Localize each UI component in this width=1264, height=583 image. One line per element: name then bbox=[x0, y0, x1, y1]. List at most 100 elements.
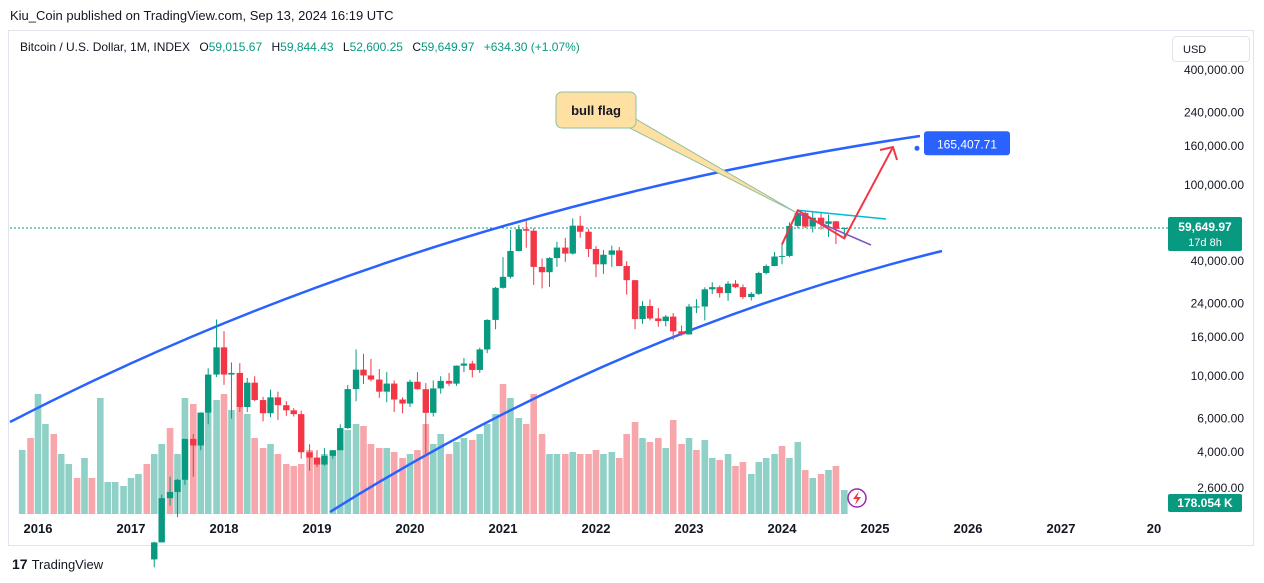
volume-bar bbox=[553, 454, 561, 514]
drawings: bull flag 165,407.71 bbox=[555, 91, 1010, 508]
candle-body bbox=[755, 273, 762, 294]
candle-body bbox=[802, 213, 809, 227]
candle-body bbox=[832, 221, 840, 229]
volume-bar bbox=[18, 450, 26, 514]
volume-bar bbox=[81, 458, 88, 514]
candle-body bbox=[236, 372, 244, 407]
price-tick-label: 24,000.00 bbox=[1191, 297, 1245, 311]
brand-name: TradingView bbox=[31, 557, 104, 572]
tradingview-footer[interactable]: 17 TradingView bbox=[12, 556, 103, 572]
candle-body bbox=[430, 388, 437, 413]
candle-body bbox=[538, 266, 546, 273]
candle-body bbox=[174, 479, 181, 492]
volume-bar bbox=[522, 424, 530, 514]
time-tick-label: 2025 bbox=[861, 521, 890, 536]
candle-body bbox=[724, 283, 732, 294]
candle-body bbox=[399, 399, 406, 404]
volume-bar bbox=[562, 454, 569, 514]
candle-body bbox=[220, 347, 228, 375]
channel-upper-line[interactable] bbox=[9, 134, 921, 424]
candle-body bbox=[445, 380, 453, 384]
price-tick-label: 400,000.00 bbox=[1184, 63, 1244, 77]
volume-bar bbox=[57, 454, 65, 514]
volume-bar bbox=[228, 410, 235, 514]
candle-body bbox=[313, 457, 321, 465]
time-tick-label: 2021 bbox=[489, 521, 518, 536]
volume-bar bbox=[73, 478, 81, 514]
volume-bar bbox=[274, 454, 282, 514]
volume-bar bbox=[515, 418, 523, 514]
volume-bar bbox=[213, 400, 220, 514]
volume-bar bbox=[476, 434, 484, 514]
candle-body bbox=[576, 225, 584, 232]
volume-bar bbox=[422, 424, 430, 514]
candle-body bbox=[585, 231, 592, 249]
candle-body bbox=[259, 400, 267, 414]
candle-body bbox=[569, 225, 576, 254]
candle-body bbox=[592, 248, 600, 265]
volume-bar bbox=[34, 394, 42, 514]
candle-body bbox=[639, 305, 646, 320]
candle-body bbox=[422, 389, 430, 413]
time-tick-label: 2027 bbox=[1047, 521, 1076, 536]
open-value: 59,015.67 bbox=[208, 40, 263, 54]
volume-bar bbox=[646, 442, 654, 514]
flag-top-line[interactable] bbox=[797, 209, 887, 220]
volume-bar bbox=[546, 454, 553, 514]
candle-body bbox=[329, 450, 337, 456]
candle-body bbox=[530, 230, 537, 267]
lightning-icon bbox=[853, 491, 861, 505]
volume-bar bbox=[507, 398, 514, 514]
volume-bar bbox=[166, 428, 174, 514]
candle-body bbox=[344, 389, 351, 429]
volume-bar bbox=[739, 462, 747, 514]
candle-body bbox=[437, 380, 444, 389]
volume-bar bbox=[724, 454, 732, 514]
projection-arrow[interactable] bbox=[781, 146, 894, 245]
volume-bar bbox=[251, 438, 258, 514]
volume-bar bbox=[453, 442, 460, 514]
volume-value-text: 178.054 K bbox=[1177, 496, 1233, 510]
bull-flag-callout[interactable] bbox=[555, 91, 637, 129]
chart-frame bbox=[8, 30, 1254, 546]
time-tick-label: 2022 bbox=[582, 521, 611, 536]
time-tick-label: 2020 bbox=[396, 521, 425, 536]
price-tick-label: 4,000.00 bbox=[1197, 445, 1244, 459]
candle-body bbox=[414, 381, 421, 390]
symbol-name: Bitcoin / U.S. Dollar, 1M, INDEX bbox=[20, 40, 191, 54]
price-tick-label: 10,000.00 bbox=[1191, 369, 1245, 383]
volume-bar bbox=[429, 444, 437, 514]
candle-body bbox=[406, 381, 414, 404]
volume-bar bbox=[306, 450, 313, 514]
channel-lower-line[interactable] bbox=[329, 249, 943, 514]
volume-bar bbox=[236, 404, 244, 514]
volume-bar bbox=[344, 430, 351, 514]
volume-bar bbox=[27, 438, 34, 514]
volume-bar bbox=[662, 448, 670, 514]
volume-bar bbox=[716, 460, 723, 514]
volume-bar bbox=[243, 414, 251, 514]
candle-body bbox=[817, 217, 825, 224]
volume-bar bbox=[832, 466, 840, 514]
volume-bar bbox=[259, 448, 267, 514]
candle-body bbox=[453, 365, 460, 384]
candle-body bbox=[616, 250, 623, 267]
candle-body bbox=[608, 250, 616, 255]
volume-bar bbox=[623, 434, 630, 514]
candle-body bbox=[662, 316, 669, 322]
time-axis: 2016 2017 2018 2019 2020 2021 2022 2023 2024 2025… bbox=[24, 521, 1162, 536]
candle-body bbox=[283, 405, 290, 411]
volume-bar bbox=[771, 454, 778, 514]
candle-body bbox=[678, 331, 685, 335]
volume-value-label bbox=[1168, 494, 1242, 512]
price-tick-label: 160,000.00 bbox=[1184, 139, 1244, 153]
candle-body bbox=[748, 293, 755, 298]
candle-body bbox=[383, 383, 390, 392]
volume-bar bbox=[608, 452, 616, 514]
callout-text: bull flag bbox=[571, 103, 621, 118]
candle-body bbox=[204, 374, 212, 413]
volume-bar bbox=[460, 438, 468, 514]
volume-bar bbox=[778, 446, 786, 514]
currency-button[interactable]: USD bbox=[1172, 36, 1250, 62]
